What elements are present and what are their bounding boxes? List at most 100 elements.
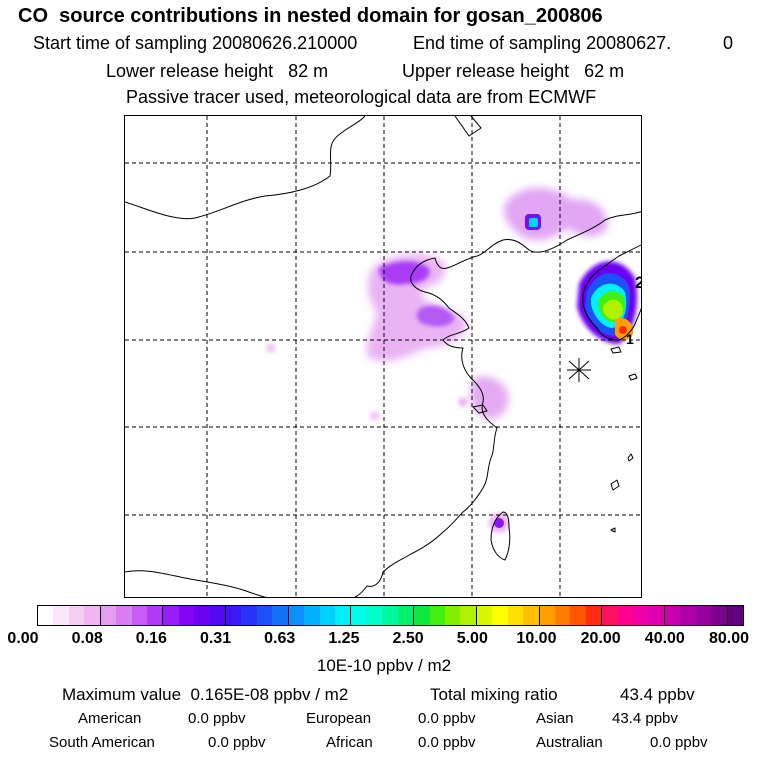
colorbar-cell [538, 606, 555, 625]
site-label-1: 1 [626, 331, 634, 347]
colorbar-cell [350, 606, 367, 625]
colorbar-cell [225, 606, 242, 625]
colorbar-cell [53, 606, 69, 625]
colorbar-cell [178, 606, 195, 625]
colorbar-cell [648, 606, 664, 625]
colorbar-cell [272, 606, 288, 625]
graticule [125, 116, 641, 597]
south-american-value: 0.0 ppbv [208, 734, 266, 751]
map-panel: 2 1 [124, 115, 642, 598]
european-label: European [306, 710, 372, 727]
island [610, 527, 616, 533]
colorbar-tick-label: 0.00 [7, 630, 39, 647]
colorbar-cell [146, 606, 163, 625]
plume-bohai-core [416, 305, 455, 327]
plume-korea-yellowgreen [602, 299, 623, 320]
african-label: African [326, 734, 373, 751]
coastline-korea [582, 244, 641, 341]
colorbar-cell [194, 606, 210, 625]
colorbar-cell [116, 606, 132, 625]
asian-value: 43.4 ppbv [612, 710, 678, 727]
colorbar-cell [38, 606, 54, 625]
plume-manchuria-core [529, 218, 538, 227]
colorbar-cell [680, 606, 696, 625]
site-label-2: 2 [635, 274, 641, 291]
colorbar-cell [507, 606, 524, 625]
colorbar-cell [570, 606, 586, 625]
colorbar-tick-label: 0.16 [135, 630, 167, 647]
boundary-line [125, 116, 366, 220]
colorbar-cell [209, 606, 226, 625]
colorbar-cell [711, 606, 727, 625]
lower-release-height: Lower release height 82 m [106, 61, 329, 81]
european-value: 0.0 ppbv [418, 710, 476, 727]
receptor-star [567, 358, 591, 382]
colorbar-tick-label: 2.50 [392, 630, 424, 647]
colorbar-cell [601, 606, 618, 625]
colorbar-cell [256, 606, 273, 625]
south-american-label: South American [49, 734, 155, 751]
coastline-taiwan [490, 511, 511, 561]
colorbar-tick-label: 80.00 [708, 630, 750, 647]
african-value: 0.0 ppbv [418, 734, 476, 751]
colorbar-cell [617, 606, 634, 625]
island [628, 373, 638, 381]
island [472, 404, 488, 414]
colorbar-tick-label: 10.00 [516, 630, 557, 647]
colorbar-tick-label: 0.08 [71, 630, 103, 647]
colorbar-cell [241, 606, 257, 625]
australian-value: 0.0 ppbv [650, 734, 708, 751]
colorbar-cell [460, 606, 476, 625]
plume-taiwan-core [494, 518, 504, 528]
colorbar-cell [319, 606, 336, 625]
american-label: American [78, 710, 142, 727]
colorbar-cell [633, 606, 649, 625]
colorbar-cell [162, 606, 179, 625]
colorbar-units: 10E-10 ppbv / m2 [316, 656, 452, 675]
colorbar [37, 605, 744, 626]
map-svg [125, 116, 641, 597]
colorbar-tick-label: 0.31 [199, 630, 232, 647]
colorbar-cell [444, 606, 461, 625]
tracer-note: Passive tracer used, meteorological data… [126, 87, 597, 107]
total-mixing-label: Total mixing ratio [430, 685, 558, 704]
island [610, 479, 620, 491]
colorbar-cell [335, 606, 351, 625]
island-jeju [610, 346, 622, 354]
colorbar-cell [287, 606, 305, 625]
colorbar-tick-label: 0.63 [264, 630, 296, 647]
colorbar-cell [554, 606, 571, 625]
colorbar-cell [695, 606, 712, 625]
colorbar-cell [585, 606, 602, 625]
plume-spot [370, 411, 380, 421]
end-time-suffix: 0 [723, 33, 734, 53]
colorbar-cell [475, 606, 493, 625]
plume-manchuria-outer [503, 187, 608, 241]
page-title: CO source contributions in nested domain… [18, 5, 603, 27]
colorbar-cell [99, 606, 117, 625]
end-time-label: End time of sampling 20080627. [413, 33, 672, 53]
max-value: Maximum value 0.165E-08 ppbv / m2 [62, 685, 349, 704]
colorbar-cell [304, 606, 320, 625]
colorbar-cell [68, 606, 85, 625]
colorbar-tick-label: 20.00 [580, 630, 621, 647]
colorbar-cell [429, 606, 445, 625]
plume-spot [266, 343, 276, 353]
boundary-line [454, 116, 482, 137]
plume-shanghai [470, 376, 509, 420]
border-line [125, 570, 267, 597]
colorbar-cell [131, 606, 147, 625]
plume-layer [266, 187, 638, 533]
asian-label: Asian [536, 710, 574, 727]
colorbar-tick-label: 40.00 [644, 630, 685, 647]
upper-release-height: Upper release height 62 m [402, 61, 625, 81]
colorbar-cell [726, 606, 743, 625]
american-value: 0.0 ppbv [188, 710, 246, 727]
colorbar-cell [382, 606, 398, 625]
plume-korea-red [619, 326, 627, 334]
plume-spot [458, 397, 468, 407]
island [627, 453, 634, 462]
colorbar-cell [397, 606, 414, 625]
total-mixing-value: 43.4 ppbv [620, 685, 695, 704]
australian-label: Australian [536, 734, 603, 751]
